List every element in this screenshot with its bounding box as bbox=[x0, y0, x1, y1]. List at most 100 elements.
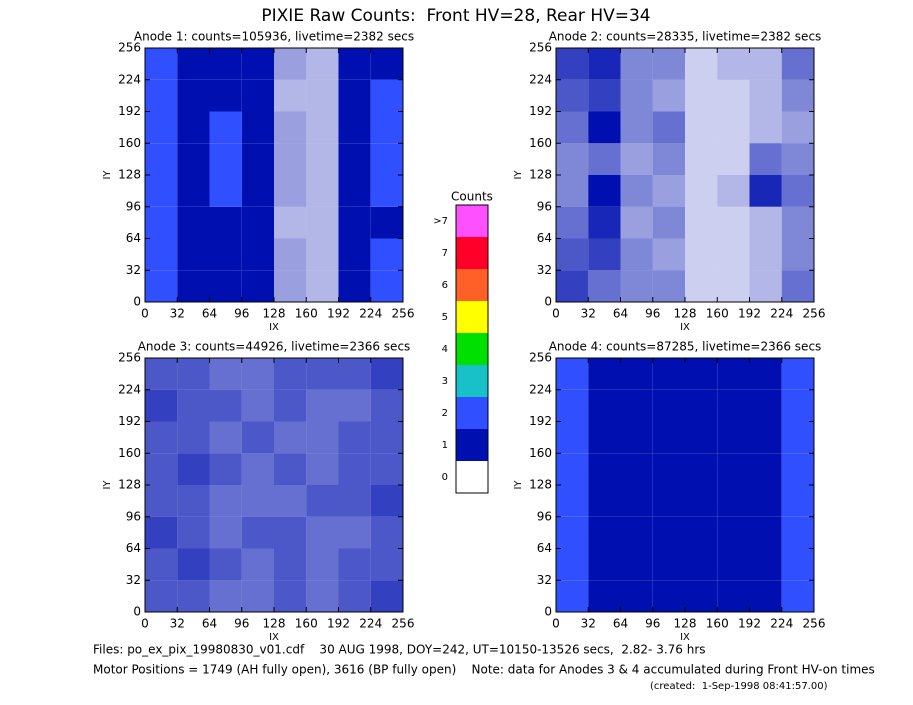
heat-cell bbox=[338, 48, 371, 80]
y-tick-label: 0 bbox=[544, 605, 552, 619]
heat-cell bbox=[209, 143, 242, 175]
y-axis-label: IY bbox=[102, 480, 113, 490]
y-axis-label: IY bbox=[102, 170, 113, 180]
x-tick-label: 96 bbox=[645, 307, 660, 321]
heat-cell bbox=[781, 548, 814, 581]
heat-cell bbox=[685, 270, 718, 302]
footer-line: Files: po_ex_pix_19980830_v01.cdf 30 AUG… bbox=[93, 643, 706, 657]
heat-cell bbox=[749, 175, 782, 207]
heat-cell bbox=[781, 143, 814, 175]
heat-cell bbox=[749, 358, 782, 390]
heat-cell bbox=[685, 143, 718, 175]
heat-cell bbox=[685, 389, 718, 422]
y-tick-label: 256 bbox=[118, 41, 141, 55]
heat-cell bbox=[588, 485, 621, 517]
heat-cell bbox=[685, 358, 718, 390]
y-tick-label: 160 bbox=[529, 446, 552, 460]
heat-cell bbox=[274, 580, 307, 612]
heat-cell bbox=[620, 238, 653, 271]
heat-cell bbox=[620, 206, 653, 239]
y-tick-label: 256 bbox=[529, 351, 552, 365]
heat-cell bbox=[209, 79, 242, 112]
heat-cell bbox=[306, 111, 339, 144]
heat-cell bbox=[370, 485, 403, 517]
heat-cell bbox=[177, 111, 210, 144]
heat-cell bbox=[652, 48, 685, 80]
heat-cell bbox=[717, 79, 750, 112]
x-tick-label: 0 bbox=[141, 307, 149, 321]
heat-cell bbox=[620, 48, 653, 80]
heat-cell bbox=[274, 79, 307, 112]
heat-cell bbox=[145, 548, 178, 581]
heat-cell bbox=[685, 111, 718, 144]
heat-cell bbox=[209, 238, 242, 271]
y-axis-label: IY bbox=[513, 480, 524, 490]
heat-cell bbox=[685, 421, 718, 454]
x-axis-label: IX bbox=[269, 632, 279, 643]
y-tick-label: 224 bbox=[529, 72, 552, 86]
heat-cell bbox=[749, 485, 782, 517]
heat-cell bbox=[588, 270, 621, 302]
heat-cell bbox=[306, 238, 339, 271]
heat-cell bbox=[556, 48, 589, 80]
y-tick-label: 224 bbox=[118, 72, 141, 86]
heat-cell bbox=[620, 453, 653, 485]
heat-cell bbox=[370, 143, 403, 175]
y-tick-label: 96 bbox=[537, 199, 552, 213]
heat-cell bbox=[241, 175, 274, 207]
heat-cell bbox=[145, 48, 178, 80]
y-tick-label: 128 bbox=[118, 478, 141, 492]
x-tick-label: 192 bbox=[327, 307, 350, 321]
x-tick-label: 0 bbox=[552, 307, 560, 321]
y-tick-label: 96 bbox=[537, 509, 552, 523]
heat-cell bbox=[588, 548, 621, 581]
heat-cell bbox=[781, 270, 814, 302]
heat-cell bbox=[306, 580, 339, 612]
heat-cell bbox=[338, 175, 371, 207]
heat-cell bbox=[274, 421, 307, 454]
heat-cell bbox=[717, 516, 750, 549]
heat-cell bbox=[652, 485, 685, 517]
heat-cell bbox=[685, 79, 718, 112]
heat-cell bbox=[177, 516, 210, 549]
y-tick-label: 128 bbox=[529, 478, 552, 492]
heat-cell bbox=[652, 580, 685, 612]
heat-cell bbox=[781, 358, 814, 390]
heat-cell bbox=[556, 111, 589, 144]
heat-cell bbox=[209, 516, 242, 549]
heat-cell bbox=[274, 238, 307, 271]
heat-cell bbox=[241, 453, 274, 485]
heat-cell bbox=[652, 79, 685, 112]
heat-cell bbox=[717, 548, 750, 581]
heat-cell bbox=[306, 358, 339, 390]
heat-cell bbox=[588, 516, 621, 549]
heat-cell bbox=[145, 485, 178, 517]
heat-cell bbox=[177, 453, 210, 485]
heat-cell bbox=[556, 389, 589, 422]
y-tick-label: 64 bbox=[537, 541, 552, 555]
heat-cell bbox=[749, 453, 782, 485]
heat-cell bbox=[370, 389, 403, 422]
heat-cell bbox=[209, 358, 242, 390]
heat-cell bbox=[145, 111, 178, 144]
heat-cell bbox=[652, 206, 685, 239]
heat-cell bbox=[306, 453, 339, 485]
heat-cell bbox=[370, 270, 403, 302]
heat-cell bbox=[749, 111, 782, 144]
y-tick-label: 32 bbox=[126, 263, 141, 277]
heat-cell bbox=[556, 580, 589, 612]
y-tick-label: 160 bbox=[118, 136, 141, 150]
heat-cell bbox=[717, 111, 750, 144]
heat-cell bbox=[556, 238, 589, 271]
heat-cell bbox=[338, 270, 371, 302]
colorbar-box bbox=[456, 301, 488, 333]
heat-cell bbox=[556, 175, 589, 207]
heat-cell bbox=[556, 206, 589, 239]
heat-cell bbox=[274, 453, 307, 485]
heat-cell bbox=[177, 485, 210, 517]
heat-cell bbox=[338, 79, 371, 112]
colorbar-box bbox=[456, 269, 488, 301]
heat-cell bbox=[370, 206, 403, 239]
heat-cell bbox=[620, 580, 653, 612]
